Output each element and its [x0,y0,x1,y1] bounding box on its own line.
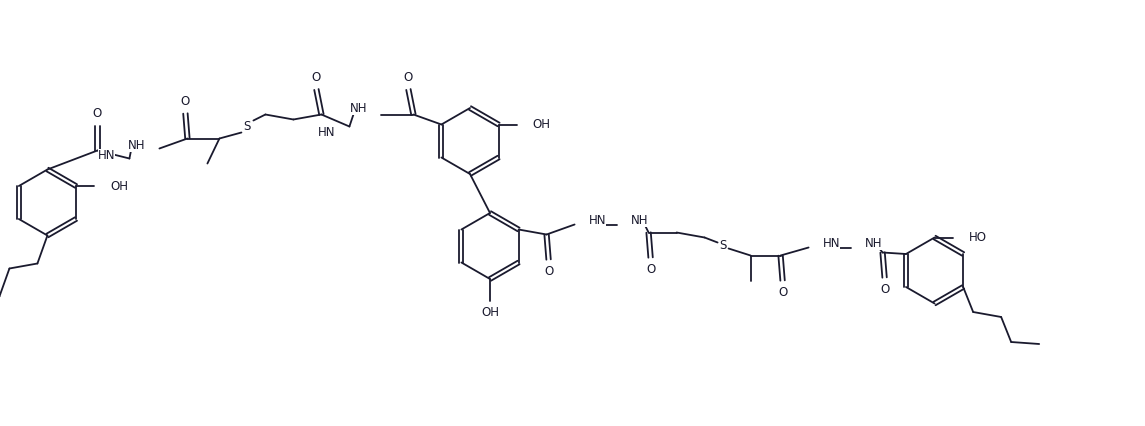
Text: HO: HO [969,231,987,244]
Text: O: O [181,95,190,108]
Text: O: O [404,71,413,84]
Text: OH: OH [481,306,499,320]
Text: HN: HN [318,126,335,139]
Text: O: O [777,286,788,299]
Text: O: O [544,265,553,278]
Text: HN: HN [822,237,840,250]
Text: HN: HN [589,214,606,227]
Text: S: S [244,120,251,133]
Text: NH: NH [864,237,882,250]
Text: NH: NH [631,214,648,227]
Text: O: O [311,71,321,84]
Text: O: O [881,283,890,296]
Text: OH: OH [110,179,128,193]
Text: O: O [93,107,102,120]
Text: NH: NH [350,102,368,115]
Text: OH: OH [532,118,551,131]
Text: O: O [646,263,655,276]
Text: HN: HN [98,149,116,162]
Text: NH: NH [128,139,145,152]
Text: S: S [719,239,726,252]
